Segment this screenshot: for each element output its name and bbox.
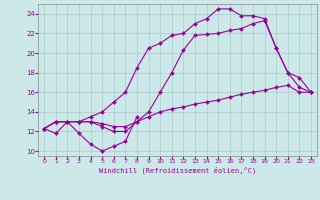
X-axis label: Windchill (Refroidissement éolien,°C): Windchill (Refroidissement éolien,°C) [99,167,256,174]
